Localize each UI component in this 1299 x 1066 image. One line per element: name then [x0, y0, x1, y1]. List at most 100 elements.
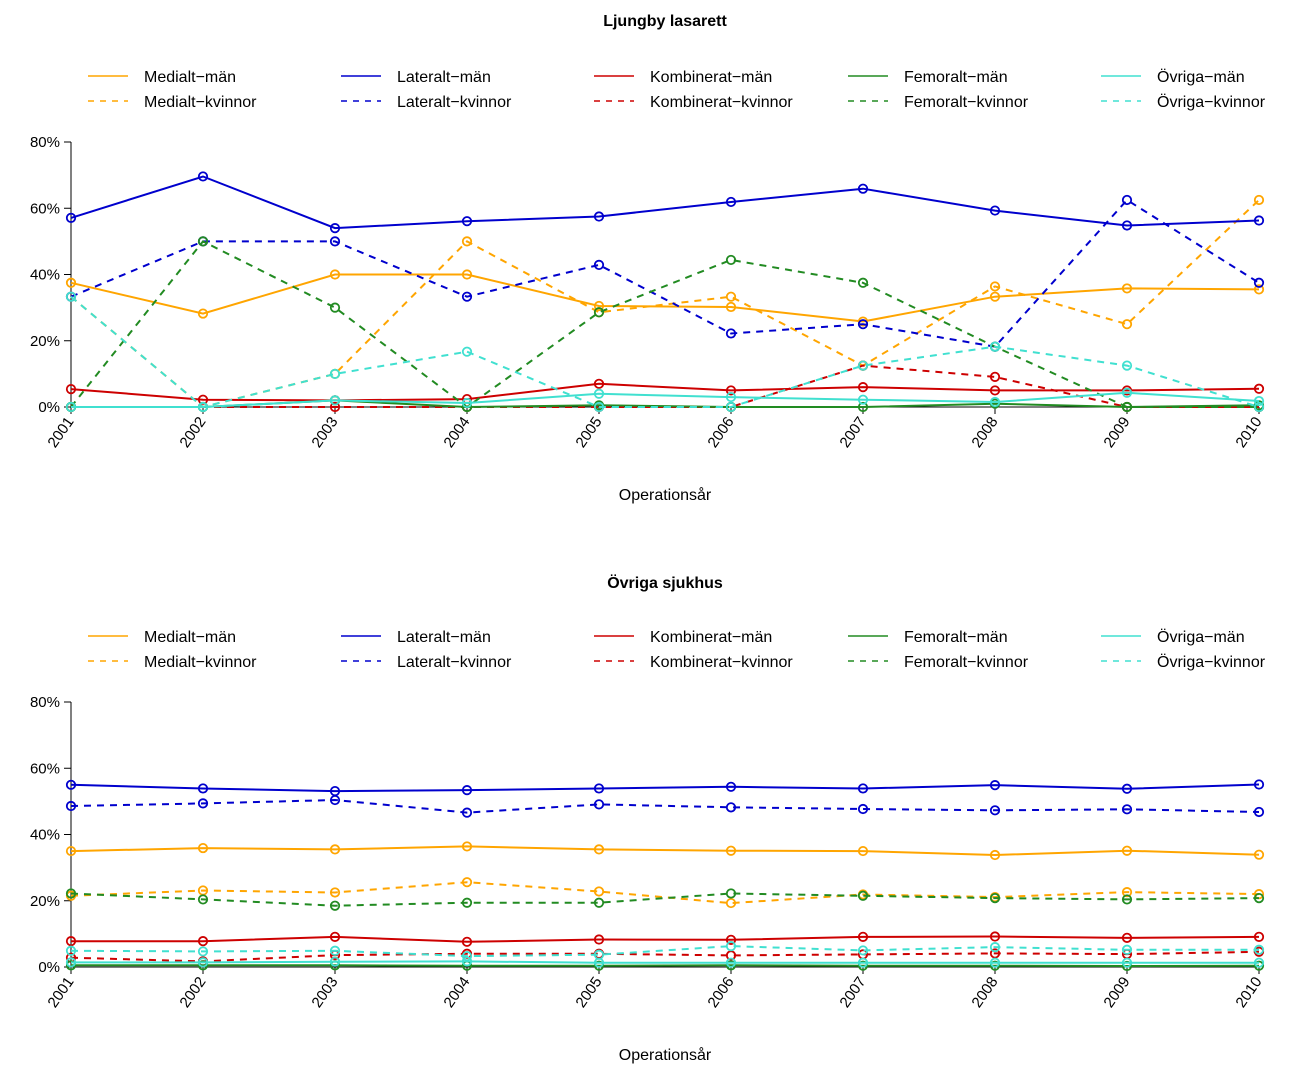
data-point — [461, 291, 473, 302]
data-point — [725, 957, 737, 968]
data-point — [1253, 944, 1265, 955]
series-line-ovriga-kvinnor — [70, 295, 1260, 409]
data-point — [65, 888, 77, 899]
data-point — [593, 211, 605, 222]
data-point — [1121, 783, 1133, 794]
data-point — [989, 931, 1001, 942]
data-point — [197, 842, 209, 854]
x-tick-label: 2008 — [968, 414, 1001, 451]
x-tick-label: 2007 — [836, 974, 869, 1011]
legend-label-ovriga-man: Övriga−män — [1157, 68, 1245, 86]
data-point — [857, 401, 869, 413]
data-point — [725, 254, 737, 266]
series-medialt-kvinnor — [65, 194, 1265, 413]
data-point — [329, 887, 341, 898]
data-point — [197, 236, 209, 247]
legend-label-femoralt-man: Femoralt−män — [904, 69, 1008, 86]
data-point — [329, 401, 341, 413]
data-point — [1121, 387, 1133, 398]
data-point — [461, 877, 473, 888]
data-point — [1121, 932, 1133, 943]
y-tick-label: 80% — [30, 694, 60, 711]
series-kombinerat-man — [65, 378, 1265, 406]
y-tick-label: 40% — [30, 267, 60, 284]
x-axis-label: Operationsår — [619, 1046, 712, 1064]
data-point — [593, 783, 605, 794]
y-axis: 0% 20% 40% 60% 80% — [30, 694, 72, 976]
chart-title: Ljungby lasarett — [603, 13, 727, 30]
data-point — [857, 803, 869, 815]
data-point — [593, 897, 605, 908]
series-line-femoralt-man — [71, 964, 1260, 968]
data-point — [461, 841, 473, 852]
data-point — [461, 236, 473, 247]
data-point — [1121, 194, 1133, 206]
data-point — [989, 960, 1001, 971]
data-point — [1121, 845, 1133, 856]
data-point — [989, 849, 1001, 861]
data-point — [1253, 957, 1265, 968]
legend: Medialt−män Medialt−kvinnor Lateralt−män La… — [88, 628, 1266, 671]
legend-label-lateralt-man: Lateralt−män — [397, 629, 491, 646]
data-point — [989, 371, 1001, 382]
data-point — [329, 368, 341, 379]
data-point — [725, 941, 737, 952]
y-tick-label: 0% — [38, 399, 60, 416]
legend-label-medialt-kvinnor: Medialt−kvinnor — [144, 94, 257, 111]
x-tick-label: 2002 — [176, 414, 209, 451]
data-point — [1121, 944, 1133, 955]
data-point — [593, 307, 605, 318]
series-ovriga-kvinnor — [65, 941, 1265, 962]
data-point — [197, 960, 209, 971]
y-tick-label: 60% — [30, 760, 60, 777]
data-point — [857, 783, 869, 794]
data-point — [197, 308, 209, 319]
data-point — [593, 300, 605, 312]
data-point — [65, 401, 77, 413]
data-point — [65, 291, 77, 302]
y-tick-label: 80% — [30, 134, 60, 151]
data-point — [593, 886, 605, 897]
series-line-lateralt-kvinnor — [70, 198, 1260, 348]
data-point — [1253, 931, 1265, 942]
series-ovriga-man — [65, 956, 1265, 968]
data-point — [1253, 215, 1265, 226]
data-point — [329, 223, 341, 234]
data-point — [329, 794, 341, 806]
series-line-kombinerat-man — [70, 382, 1260, 402]
legend-label-kombinerat-kvinnor: Kombinerat−kvinnor — [650, 654, 793, 671]
series-medialt-kvinnor — [65, 877, 1265, 909]
data-point — [329, 956, 341, 967]
data-point — [989, 385, 1001, 396]
x-tick-label: 2007 — [836, 414, 869, 451]
y-axis: 0% 20% 40% 60% 80% — [30, 134, 72, 416]
legend-label-kombinerat-kvinnor: Kombinerat−kvinnor — [650, 94, 793, 111]
series-femoralt-kvinnor — [65, 236, 1265, 413]
x-tick-label: 2002 — [176, 974, 209, 1011]
data-point — [461, 807, 473, 818]
data-point — [1121, 319, 1133, 330]
series-line-kombinerat-kvinnor — [71, 364, 1259, 408]
legend-label-lateralt-kvinnor: Lateralt−kvinnor — [397, 654, 512, 671]
series-femoralt-kvinnor — [65, 888, 1265, 911]
chart-panel-ovriga-sjukhus: Övriga sjukhus Medialt−män Medialt−kvinno… — [30, 573, 1266, 1064]
chart-panel-ljungby: Ljungby lasarett Medialt−män Medialt−kvin… — [30, 13, 1266, 504]
data-point — [1253, 194, 1265, 206]
x-tick-label: 2001 — [44, 414, 77, 451]
data-point — [1253, 277, 1265, 288]
data-point — [725, 291, 737, 302]
legend-label-kombinerat-man: Kombinerat−män — [650, 69, 772, 86]
data-point — [1121, 804, 1133, 815]
data-point — [1253, 395, 1265, 407]
data-point — [1121, 220, 1133, 231]
data-point — [593, 844, 605, 855]
legend: Medialt−män Medialt−kvinnor Lateralt−män La… — [88, 68, 1266, 111]
data-point — [1121, 401, 1133, 413]
data-point — [725, 781, 737, 792]
legend-label-lateralt-man: Lateralt−män — [397, 69, 491, 86]
data-point — [1253, 892, 1265, 904]
data-point — [989, 780, 1001, 791]
data-point — [329, 931, 341, 942]
data-point — [1121, 957, 1133, 968]
data-point — [857, 890, 869, 901]
